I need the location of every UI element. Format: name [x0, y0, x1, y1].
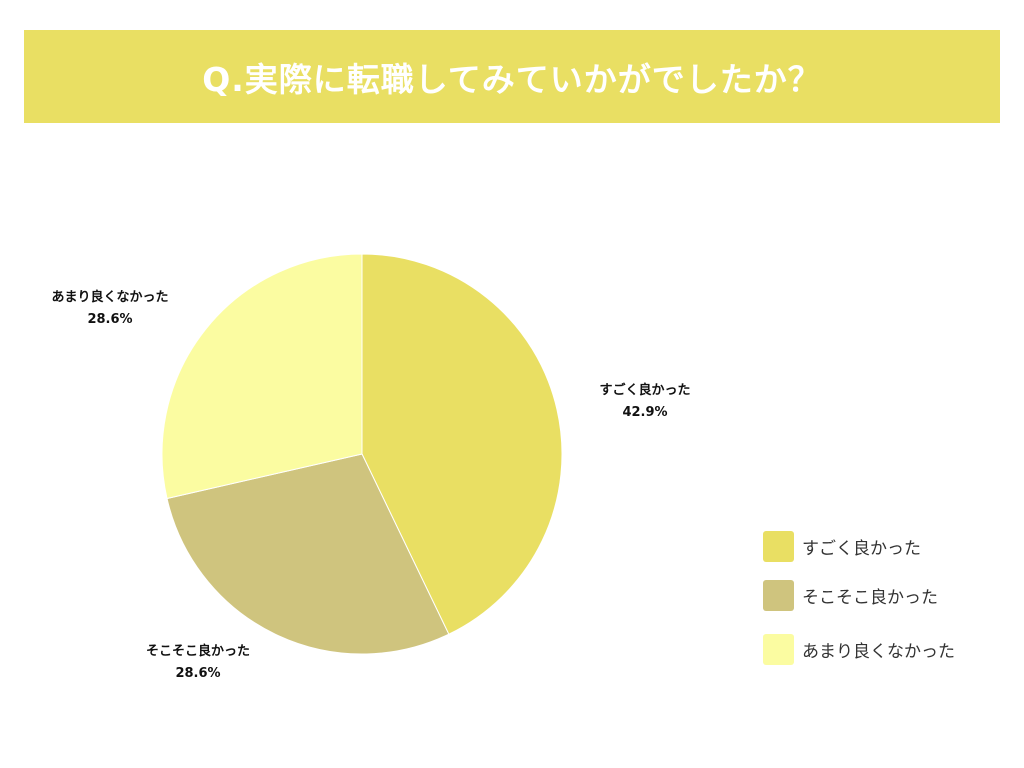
- legend-item-sokosoko: そこそこ良かった: [763, 579, 955, 611]
- legend-label: すごく良かった: [802, 538, 921, 559]
- chart-title: Q.実際に転職してみていかがでしたか？: [202, 59, 822, 99]
- slice-label-sugoku: すごく良かった 42.9%: [575, 380, 715, 424]
- pie-slice-amari: [161, 253, 363, 500]
- legend-swatch: [763, 579, 794, 611]
- legend-swatch: [763, 633, 794, 665]
- slice-label-percent: 42.9%: [622, 405, 668, 420]
- pie-slice-sugoku: [361, 253, 563, 635]
- legend-label: あまり良くなかった: [802, 641, 955, 662]
- slice-label-percent: 28.6%: [175, 666, 221, 681]
- legend-item-sugoku: すごく良かった: [763, 530, 955, 562]
- slice-label-text: すごく良かった: [599, 383, 691, 398]
- title-banner: Q.実際に転職してみていかがでしたか？: [24, 30, 1000, 123]
- slice-label-text: あまり良くなかった: [51, 290, 169, 305]
- legend-item-amari: あまり良くなかった: [763, 633, 955, 665]
- pie-slice-sokosoko: [166, 453, 450, 655]
- slice-label-amari: あまり良くなかった 28.6%: [30, 287, 190, 331]
- chart-legend: すごく良かった そこそこ良かった あまり良くなかった: [763, 530, 955, 665]
- slice-label-sokosoko: そこそこ良かった 28.6%: [128, 641, 268, 685]
- legend-swatch: [763, 530, 794, 562]
- slice-label-text: そこそこ良かった: [145, 644, 250, 659]
- slice-label-percent: 28.6%: [87, 312, 133, 327]
- legend-label: そこそこ良かった: [802, 587, 938, 608]
